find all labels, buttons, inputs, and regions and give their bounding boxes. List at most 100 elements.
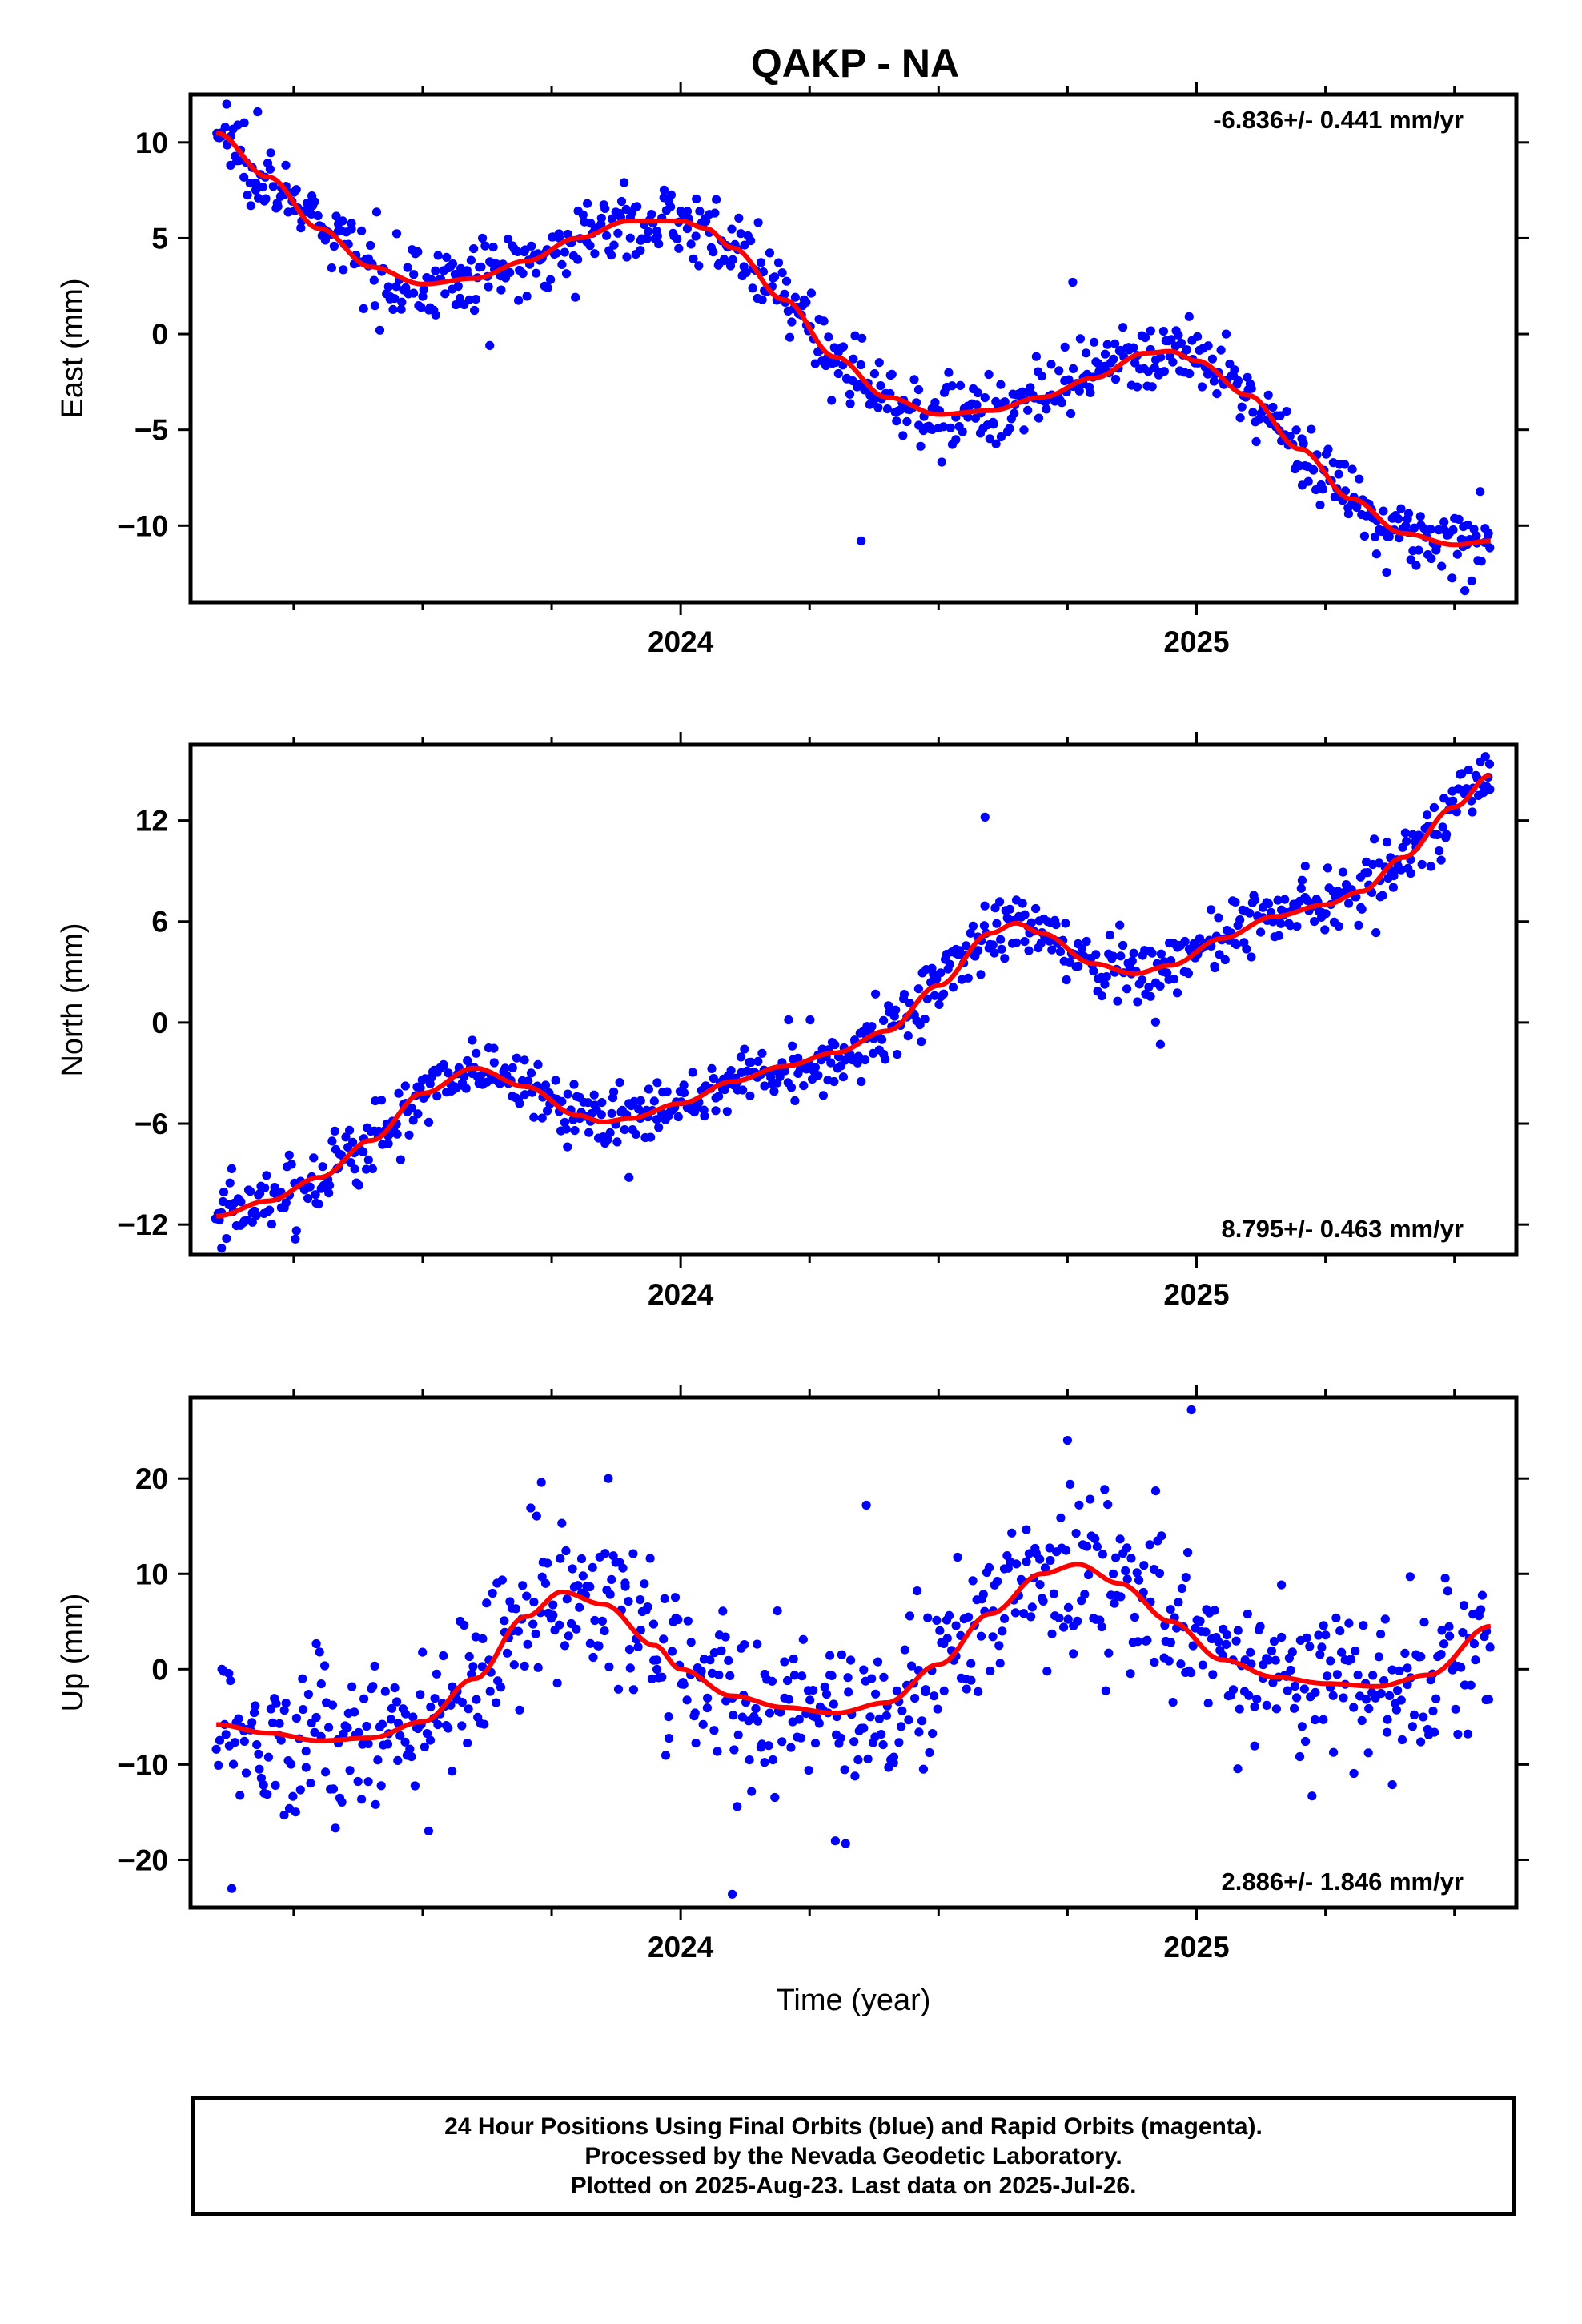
data-point <box>1447 573 1457 583</box>
data-point <box>786 1083 797 1092</box>
data-point <box>578 210 588 219</box>
data-point <box>974 946 983 955</box>
data-point <box>1295 1751 1305 1762</box>
data-point <box>426 1702 436 1712</box>
data-point <box>648 1619 659 1629</box>
data-point <box>1155 1039 1165 1049</box>
data-point <box>865 1712 875 1722</box>
data-point <box>488 243 498 252</box>
data-point <box>1116 1592 1126 1602</box>
y-tick-label: −6 <box>135 1108 168 1140</box>
data-point <box>1451 1704 1460 1714</box>
data-point <box>226 160 235 170</box>
data-point <box>1407 1722 1417 1731</box>
data-point <box>457 1721 467 1731</box>
data-point <box>1233 1626 1243 1635</box>
data-point <box>760 1758 769 1767</box>
data-point <box>1271 1655 1280 1665</box>
data-point <box>1145 1540 1154 1550</box>
data-point <box>424 1826 434 1835</box>
data-point <box>694 261 704 271</box>
data-point <box>863 1754 873 1763</box>
data-point <box>963 973 973 983</box>
data-point <box>420 1742 430 1751</box>
data-point <box>1477 1590 1487 1600</box>
data-point <box>396 304 406 314</box>
y-axis-label: North (mm) <box>56 923 90 1076</box>
data-point <box>1007 1528 1017 1538</box>
data-point <box>1235 915 1245 925</box>
data-point <box>1268 1678 1278 1687</box>
data-point <box>1118 940 1128 951</box>
data-point <box>1074 386 1084 396</box>
data-point <box>1349 1703 1359 1712</box>
data-point <box>433 1719 443 1730</box>
data-point <box>529 1112 539 1122</box>
data-points-east <box>212 99 1495 596</box>
data-point <box>874 1714 884 1723</box>
data-point <box>504 235 513 244</box>
data-point <box>1274 931 1283 940</box>
data-point <box>1248 408 1258 417</box>
data-point <box>359 304 368 313</box>
data-point <box>1332 1670 1342 1679</box>
data-point <box>393 1755 403 1765</box>
data-point <box>827 396 837 405</box>
data-point <box>1335 1626 1345 1636</box>
data-point <box>512 247 523 256</box>
data-point <box>649 1096 659 1106</box>
data-point <box>424 1117 434 1127</box>
data-point <box>291 1713 301 1723</box>
data-point <box>925 1747 934 1758</box>
data-point <box>896 405 905 415</box>
data-point <box>1201 1627 1211 1637</box>
data-point <box>557 1096 567 1106</box>
panel-north: 12 6 0 −6 −12 2024 2025 North (mm) 8.795+/- 0.46… <box>56 732 1529 1311</box>
data-point <box>325 1180 335 1190</box>
data-point <box>1235 413 1245 423</box>
data-point <box>903 1031 913 1041</box>
footer-line-2: Processed by the Nevada Geodetic Laborat… <box>584 2142 1122 2169</box>
data-point <box>1438 822 1447 832</box>
data-point <box>644 1084 654 1094</box>
data-point <box>976 1631 986 1641</box>
data-point <box>1144 983 1154 992</box>
data-point <box>380 1687 390 1696</box>
data-point <box>830 1040 840 1050</box>
data-point <box>945 1610 954 1620</box>
data-point <box>838 1072 848 1082</box>
data-point <box>1442 830 1452 839</box>
data-point <box>563 1089 572 1099</box>
data-point <box>892 416 901 426</box>
data-point <box>543 1558 552 1568</box>
data-point <box>829 1076 839 1087</box>
data-point <box>736 229 745 239</box>
data-point <box>1338 867 1348 877</box>
data-point <box>720 1085 729 1095</box>
data-point <box>254 1749 263 1759</box>
data-point <box>1385 1691 1395 1700</box>
data-point <box>1024 1549 1034 1558</box>
data-point <box>552 248 561 258</box>
data-point <box>455 293 465 303</box>
data-point <box>1436 855 1446 865</box>
data-point <box>1177 1583 1186 1594</box>
data-point <box>1443 1586 1452 1596</box>
data-point <box>1075 334 1085 344</box>
data-point <box>470 305 480 316</box>
data-point <box>709 1074 718 1084</box>
data-point <box>1066 408 1076 419</box>
data-point <box>1300 862 1310 871</box>
data-point <box>243 191 252 200</box>
data-point <box>448 259 458 269</box>
data-point <box>745 1091 755 1100</box>
data-point <box>1010 1608 1020 1618</box>
data-point <box>1184 312 1194 321</box>
data-point <box>1207 354 1217 364</box>
data-point <box>368 1682 378 1691</box>
data-point <box>711 1106 721 1116</box>
data-point <box>1233 376 1243 385</box>
data-point <box>1452 807 1461 817</box>
data-point <box>809 1686 818 1695</box>
data-point <box>770 1792 780 1803</box>
